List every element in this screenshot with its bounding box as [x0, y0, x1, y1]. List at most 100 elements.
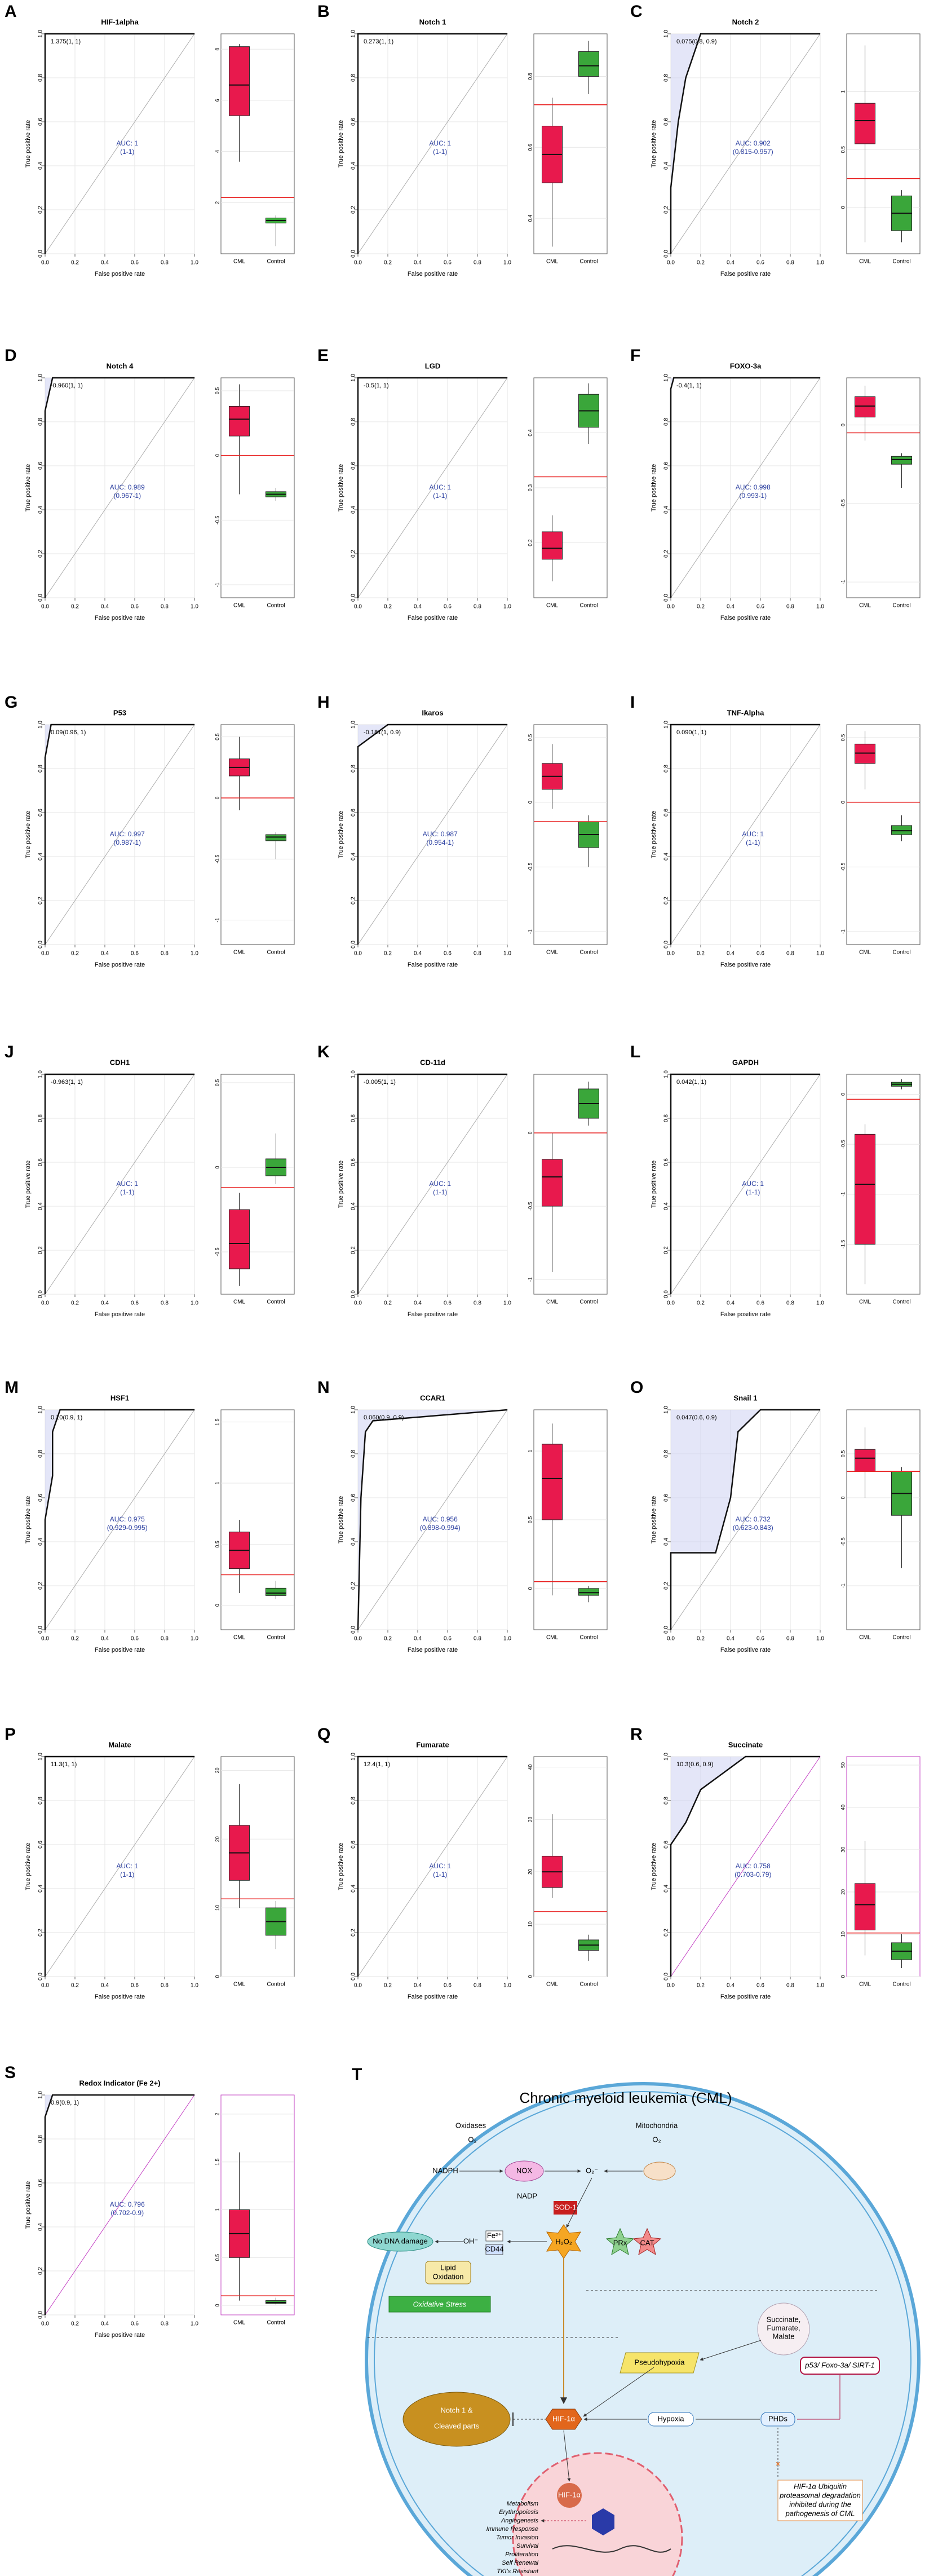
- y-tick-label: 0.0: [38, 250, 44, 258]
- node: Oxidation: [433, 2272, 464, 2281]
- pseudo-box: [620, 2352, 700, 2374]
- y-tick-label: 0.8: [38, 1450, 44, 1458]
- group-label: CML: [859, 1635, 871, 1641]
- y-tick-label: 0.4: [38, 1885, 44, 1893]
- panel-letter: S: [5, 2063, 16, 2082]
- box: [542, 1159, 563, 1207]
- x-tick-label: 0.0: [41, 260, 49, 266]
- x-tick-label: 0.6: [756, 1636, 764, 1642]
- box-tick-label: 0: [840, 206, 846, 209]
- box-frame: [846, 1756, 921, 1977]
- x-tick-label: 0.2: [71, 1983, 79, 1989]
- x-tick-label: 0.4: [727, 1300, 735, 1307]
- y-tick-label: 0.0: [38, 941, 44, 949]
- group-label: CML: [233, 259, 246, 265]
- x-tick-label: 0.6: [131, 604, 139, 610]
- x-tick-label: 1.0: [191, 260, 198, 266]
- y-tick-label: 0.0: [663, 1973, 670, 1980]
- panel-letter: Q: [317, 1725, 330, 1744]
- x-tick-label: 0.0: [667, 604, 675, 610]
- group-label: CML: [859, 1982, 871, 1988]
- panel-letter: E: [317, 346, 329, 365]
- outcome: Metabolism: [507, 2500, 538, 2507]
- box-tick-label: 0: [527, 801, 533, 804]
- box-tick-label: 6: [214, 99, 220, 102]
- box-frame: [220, 2094, 295, 2315]
- reference-line: [670, 1756, 821, 1977]
- x-tick-label: 1.0: [191, 2321, 198, 2327]
- ci-label: (1-1): [120, 1188, 134, 1196]
- box-tick-label: -0.5: [527, 1202, 533, 1211]
- group-label: CML: [859, 950, 871, 956]
- y-tick-label: 0.4: [38, 1202, 44, 1210]
- threshold-label: -0.963(1, 1): [51, 1079, 83, 1086]
- box-tick-label: 30: [527, 1816, 533, 1822]
- y-tick-label: 1.0: [663, 1753, 670, 1761]
- group-label: Control: [892, 950, 910, 956]
- auc-label: AUC: 1: [742, 830, 764, 838]
- box-tick-label: 0: [527, 1975, 533, 1978]
- y-tick-label: 0.2: [38, 1929, 44, 1937]
- box-frame: [846, 1409, 921, 1630]
- x-tick-label: 0.0: [354, 1983, 362, 1989]
- node: CD44: [485, 2244, 503, 2253]
- y-tick-label: 0.6: [38, 462, 44, 470]
- x-tick-label: 0.4: [414, 604, 422, 610]
- y-tick-label: 0.4: [663, 506, 670, 514]
- group-label: Control: [267, 259, 285, 265]
- box-tick-label: 10: [214, 1905, 220, 1911]
- y-tick-label: 1.0: [38, 721, 44, 729]
- roc-curve: [670, 377, 820, 598]
- node: SOD-1: [554, 2203, 577, 2211]
- group-label: CML: [546, 1982, 559, 1988]
- reference-line: [45, 33, 195, 254]
- sod-box: [554, 2201, 577, 2215]
- x-tick-label: 1.0: [503, 1636, 511, 1642]
- reference-line: [45, 2094, 195, 2315]
- box: [855, 103, 875, 144]
- panel-title: TNF-Alpha: [727, 708, 764, 717]
- node: HIF-1α Ubiquitin: [794, 2482, 847, 2490]
- box-tick-label: 0.5: [840, 734, 846, 742]
- panel-title: Snail 1: [734, 1393, 758, 1402]
- box: [578, 51, 599, 77]
- auc-label: AUC: 1: [429, 1862, 451, 1870]
- threshold-label: 0.075(0.8, 0.9): [676, 38, 717, 45]
- diagram: T Chronic myeloid leukemia (CML) Oxidase…: [352, 2065, 921, 2576]
- box-tick-label: 20: [214, 1836, 220, 1842]
- y-tick-label: 0.6: [663, 1158, 670, 1166]
- roc-curve: [670, 1073, 820, 1294]
- auc-label: AUC: 1: [742, 1180, 764, 1188]
- node: HIF-1α: [552, 2414, 576, 2423]
- y-tick-label: 0.8: [38, 74, 44, 82]
- y-tick-label: 0.2: [38, 2267, 44, 2275]
- hypoxia-box: [648, 2412, 694, 2427]
- x-tick-label: 0.2: [384, 951, 392, 957]
- threshold-label: 0.042(1, 1): [676, 1079, 706, 1086]
- x-tick-label: 0.6: [131, 1636, 139, 1642]
- node: Pseudohypoxia: [635, 2358, 685, 2366]
- x-tick-label: 0.6: [756, 604, 764, 610]
- node: Fe²⁺: [487, 2231, 502, 2239]
- x-axis-label: False positive rate: [95, 961, 145, 968]
- threshold-label: -0.181(1, 0.9): [364, 729, 401, 736]
- ci-label: (0.967-1): [113, 492, 141, 500]
- x-tick-label: 0.4: [414, 1983, 422, 1989]
- threshold-label: -0.005(1, 1): [364, 1079, 396, 1086]
- panel-title: CCAR1: [420, 1393, 445, 1402]
- y-tick-label: 0.4: [351, 853, 357, 861]
- hif-shape: [545, 2409, 582, 2430]
- box-frame: [220, 1409, 295, 1630]
- y-axis-label: True positive rate: [25, 464, 32, 512]
- x-tick-label: 0.2: [71, 260, 79, 266]
- x-axis-label: False positive rate: [408, 615, 458, 621]
- box-tick-label: 0.4: [527, 429, 533, 436]
- roc-curve: [44, 2094, 194, 2315]
- tca-shape: [757, 2302, 810, 2356]
- x-tick-label: 0.8: [161, 260, 169, 266]
- box-tick-label: 40: [527, 1765, 533, 1770]
- lipid-box: [425, 2261, 471, 2284]
- y-tick-label: 0.8: [38, 418, 44, 426]
- roc-curve: [44, 1073, 194, 1294]
